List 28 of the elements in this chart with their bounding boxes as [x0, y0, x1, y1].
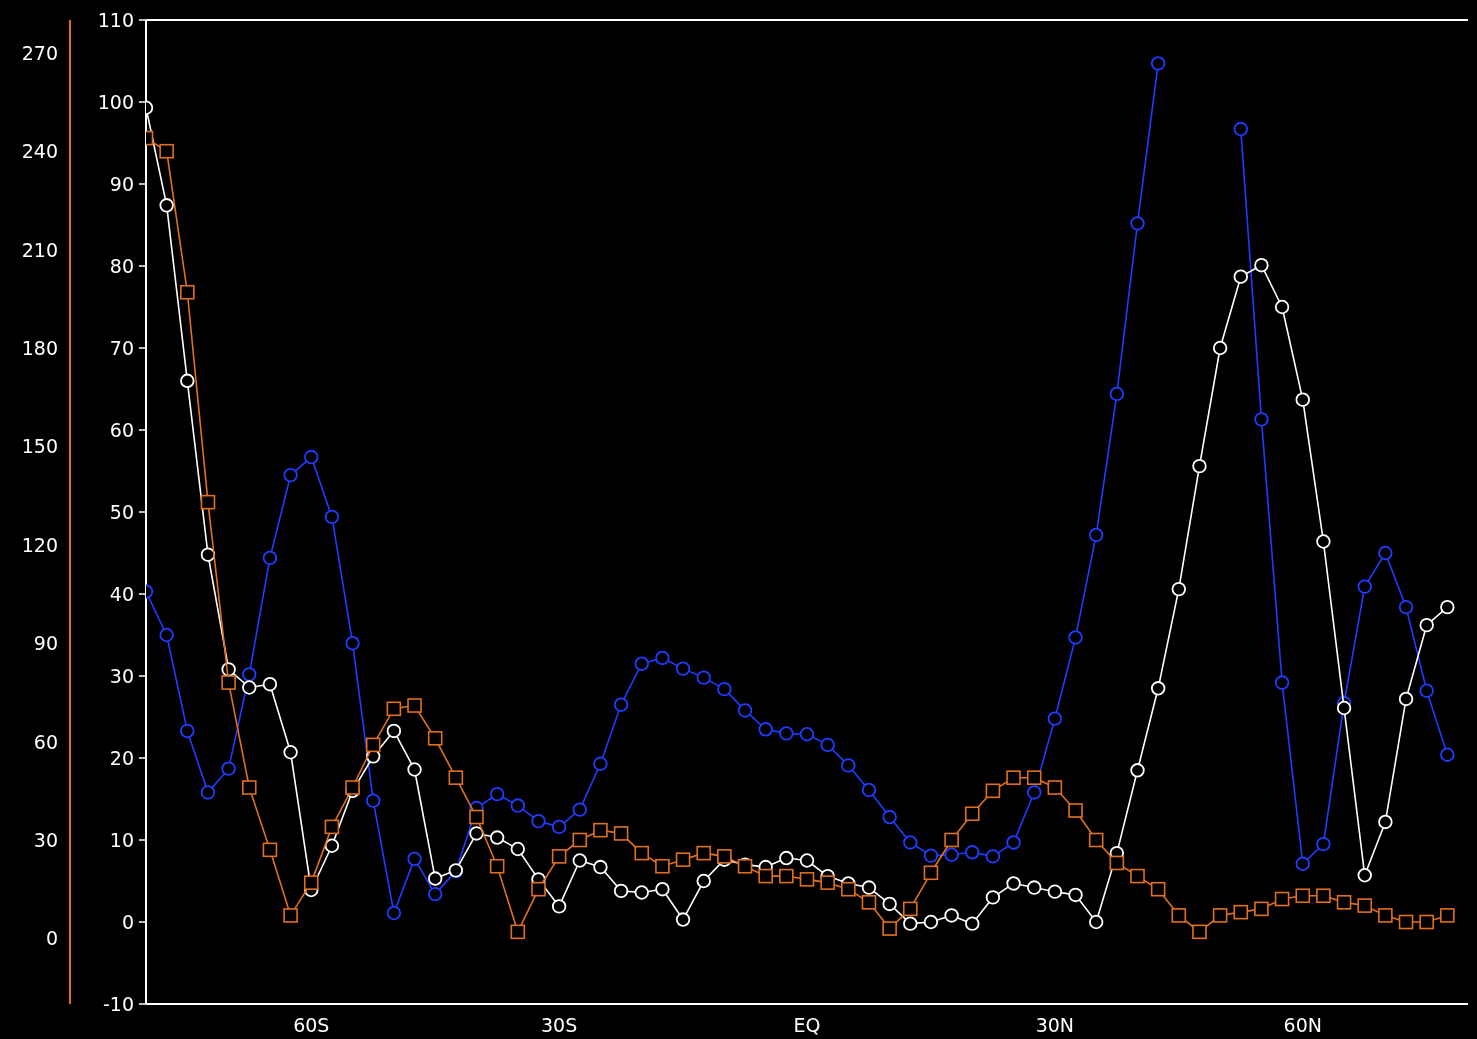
y-tick-label: -10	[102, 993, 134, 1015]
y-tick-label: 80	[109, 255, 134, 277]
x-tick-label: 30S	[541, 1014, 578, 1036]
y2-tick-label: 180	[21, 337, 58, 359]
x-tick-label: 60S	[293, 1014, 330, 1036]
y2-tick-label: 270	[21, 41, 58, 64]
y2-tick-label: 120	[21, 533, 58, 556]
y-tick-label: 10	[109, 829, 134, 851]
y-tick-label: 100	[97, 91, 134, 113]
y-tick-label: 30	[109, 665, 134, 687]
y2-tick-label: 90	[33, 632, 58, 655]
y-tick-label: 20	[109, 747, 134, 769]
y2-tick-label: 210	[21, 238, 58, 261]
x-tick-label: 60N	[1283, 1014, 1322, 1036]
y-tick-label: 50	[109, 501, 134, 523]
y2-tick-label: 0	[45, 927, 58, 950]
y-tick-label: 60	[109, 419, 134, 441]
y-tick-label: 110	[97, 9, 134, 31]
y2-tick-label: 30	[33, 829, 58, 851]
y2-tick-label: 240	[21, 140, 58, 163]
y-tick-label: 0	[121, 911, 134, 933]
x-tick-label: EQ	[793, 1014, 821, 1036]
y-tick-label: 90	[109, 173, 134, 195]
y-tick-label: 40	[109, 583, 134, 605]
x-tick-label: 30N	[1035, 1014, 1075, 1036]
y-tick-label: 70	[109, 337, 134, 359]
y2-tick-label: 150	[21, 435, 58, 458]
y2-tick-label: 60	[33, 730, 58, 753]
